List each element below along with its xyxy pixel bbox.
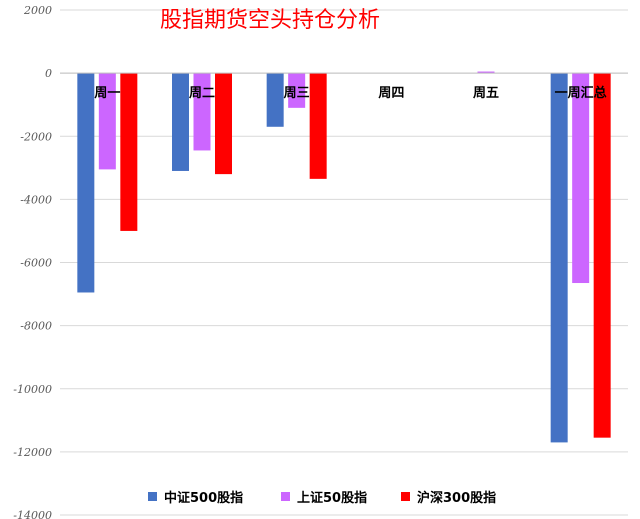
bar-0-1 — [172, 73, 189, 171]
legend-label: 上证50股指 — [297, 490, 367, 506]
bar-1-2 — [288, 73, 306, 108]
y-tick-label: -8000 — [20, 320, 52, 333]
legend: 中证500股指 上证50股指 沪深300股指 — [148, 490, 496, 506]
y-tick-label: -4000 — [20, 193, 52, 206]
bar-0-0 — [77, 73, 95, 293]
legend-swatch — [401, 492, 410, 501]
y-tick-label: -6000 — [20, 257, 52, 270]
chart-title: 股指期货空头持仓分析 — [160, 8, 380, 33]
y-tick-label: -12000 — [13, 446, 52, 459]
y-tick-label: -10000 — [13, 383, 52, 396]
x-category-label: 周三 — [284, 86, 310, 101]
y-tick-label: 2000 — [23, 4, 52, 17]
legend-swatch — [281, 492, 290, 501]
bar-2-2 — [309, 73, 327, 179]
x-axis: 周一 周二 周三 周四 周五 一周汇总 — [60, 72, 628, 101]
bars — [77, 71, 611, 443]
y-tick-label: 0 — [45, 67, 52, 80]
y-tick-label: -14000 — [13, 509, 52, 519]
legend-swatch — [148, 492, 157, 501]
bar-0-2 — [266, 73, 284, 127]
bar-1-4 — [477, 71, 495, 74]
x-category-label: 周四 — [378, 86, 404, 101]
bar-1-1 — [193, 73, 211, 151]
y-tick-label: -2000 — [20, 130, 52, 143]
x-category-label: 周五 — [473, 86, 499, 101]
bar-2-0 — [120, 73, 138, 231]
bar-0-5 — [550, 73, 568, 443]
x-category-label: 周二 — [189, 86, 215, 101]
legend-label: 沪深300股指 — [417, 490, 496, 506]
bar-1-5 — [572, 73, 590, 284]
bar-2-1 — [215, 73, 232, 175]
legend-label: 中证500股指 — [164, 490, 243, 506]
x-category-label: 一周汇总 — [555, 85, 607, 101]
bar-1-0 — [98, 73, 116, 170]
x-category-label: 周一 — [94, 86, 120, 101]
y-axis: 2000 0 -2000 -4000 -6000 -8000 -10000 -12000 -14… — [13, 4, 52, 519]
bar-2-5 — [593, 73, 611, 438]
